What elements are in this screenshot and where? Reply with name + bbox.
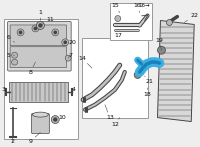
Circle shape: [115, 16, 121, 21]
Circle shape: [19, 31, 22, 34]
Text: 3: 3: [2, 87, 9, 92]
Circle shape: [52, 29, 59, 36]
FancyBboxPatch shape: [10, 47, 67, 68]
Ellipse shape: [32, 112, 48, 117]
Circle shape: [157, 46, 165, 54]
Circle shape: [34, 27, 37, 30]
Circle shape: [32, 25, 39, 32]
Text: 11: 11: [40, 17, 54, 25]
FancyBboxPatch shape: [8, 21, 71, 71]
Text: 5: 5: [7, 53, 15, 58]
Circle shape: [54, 118, 57, 121]
Text: 18: 18: [144, 88, 151, 97]
Bar: [4, 19, 78, 139]
Circle shape: [12, 59, 18, 65]
Circle shape: [64, 41, 66, 44]
Text: 14: 14: [78, 56, 92, 68]
Text: 12: 12: [111, 118, 120, 127]
Bar: [9, 82, 68, 102]
Text: 16→: 16→: [139, 3, 150, 8]
Text: 4: 4: [72, 87, 76, 92]
Circle shape: [134, 72, 141, 78]
Circle shape: [62, 39, 69, 46]
FancyBboxPatch shape: [31, 114, 49, 133]
FancyBboxPatch shape: [10, 25, 67, 46]
Bar: [82, 38, 148, 118]
Text: 17: 17: [114, 33, 122, 38]
Text: 8: 8: [29, 62, 35, 75]
Polygon shape: [157, 20, 194, 122]
Text: 22: 22: [184, 13, 198, 22]
Text: 9: 9: [28, 132, 40, 144]
Text: 6: 6: [7, 35, 15, 42]
Text: 19: 19: [156, 38, 163, 50]
Circle shape: [65, 55, 71, 61]
Circle shape: [17, 29, 24, 36]
Circle shape: [166, 20, 172, 25]
Text: 1: 1: [38, 10, 42, 20]
Text: 20: 20: [65, 40, 76, 45]
Circle shape: [39, 24, 42, 27]
Text: 10: 10: [55, 115, 66, 120]
Circle shape: [51, 116, 59, 123]
Text: 2: 2: [11, 137, 15, 144]
Text: 13: 13: [105, 105, 114, 120]
Text: 15: 15: [111, 3, 120, 13]
Circle shape: [12, 52, 18, 58]
Circle shape: [54, 31, 56, 34]
Text: 16: 16: [134, 3, 142, 13]
Text: 21: 21: [145, 76, 153, 84]
Circle shape: [36, 21, 44, 29]
Text: 7: 7: [68, 53, 72, 58]
Bar: [110, 3, 152, 40]
